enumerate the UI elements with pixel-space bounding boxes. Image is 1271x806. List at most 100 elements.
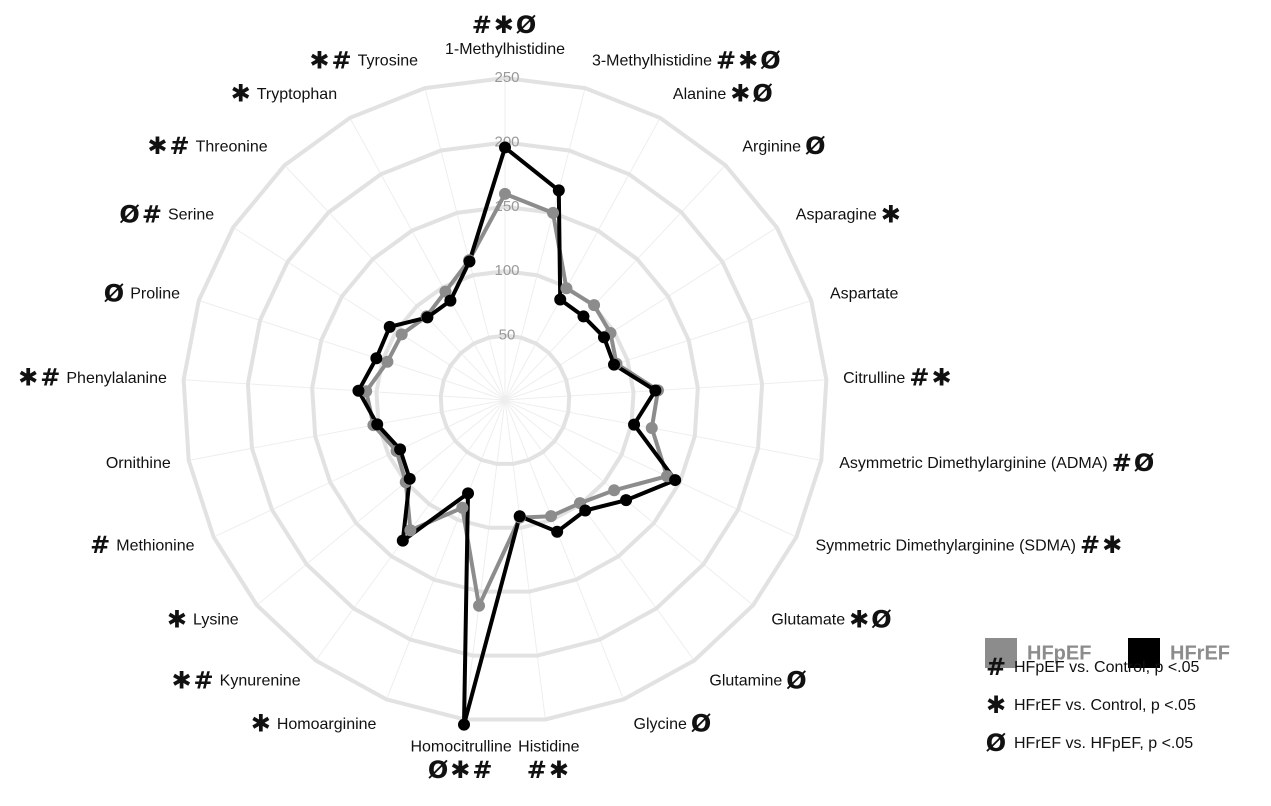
significance-marker: #Ø xyxy=(1112,449,1157,477)
r-tick-label: 100 xyxy=(494,262,519,279)
data-point xyxy=(577,310,590,323)
data-point xyxy=(608,484,621,497)
spoke xyxy=(198,300,506,401)
spoke xyxy=(504,399,822,461)
spoke xyxy=(385,399,506,700)
grid-ring xyxy=(181,75,829,722)
spoke xyxy=(504,399,625,700)
significance-marker: #✱Ø xyxy=(472,11,539,39)
data-point xyxy=(463,255,476,268)
data-point xyxy=(645,421,658,434)
category-label: Serine xyxy=(168,207,214,224)
significance-marker: ✱# xyxy=(171,666,215,694)
data-point xyxy=(608,358,621,371)
category-label: Ornithine xyxy=(106,455,171,472)
legend-symbol: # xyxy=(986,653,1006,681)
significance-marker: Ø xyxy=(691,710,713,738)
category-label: Kynurenine xyxy=(220,673,301,690)
data-point xyxy=(547,206,560,219)
significance-marker: #✱ xyxy=(1080,531,1124,559)
category-label: Asymmetric Dimethylarginine (ADMA) xyxy=(839,455,1108,472)
significance-marker: ✱ xyxy=(881,200,903,228)
spoke xyxy=(424,87,506,401)
r-tick-label: 250 xyxy=(494,69,519,86)
category-label: Lysine xyxy=(193,612,239,629)
data-point xyxy=(597,331,610,344)
data-point xyxy=(395,328,408,341)
data-point xyxy=(403,472,416,485)
spoke xyxy=(183,379,506,401)
data-point xyxy=(560,282,573,295)
category-label: Homocitrulline xyxy=(410,738,511,755)
category-label: Asparagine xyxy=(796,207,877,224)
spoke xyxy=(504,87,586,401)
data-point xyxy=(554,293,567,306)
spoke xyxy=(504,117,661,401)
data-point xyxy=(473,599,486,612)
data-point xyxy=(620,494,633,507)
category-label: Glycine xyxy=(634,716,687,733)
category-label: Homoarginine xyxy=(277,716,377,733)
data-point xyxy=(544,510,557,523)
data-point xyxy=(579,504,592,517)
spoke xyxy=(504,227,778,401)
category-label: Proline xyxy=(130,286,180,303)
spoke xyxy=(256,399,506,606)
data-point xyxy=(370,352,383,365)
data-point xyxy=(396,534,409,547)
grid-ring xyxy=(374,269,636,530)
series-line xyxy=(364,191,669,608)
data-point xyxy=(513,510,526,523)
legend-swatch xyxy=(1128,638,1160,668)
legend-swatch xyxy=(985,638,1017,668)
data-point xyxy=(552,184,565,197)
significance-marker: ✱# xyxy=(18,364,62,392)
significance-marker: ✱# xyxy=(309,46,353,74)
significance-marker: #✱Ø xyxy=(716,46,783,74)
significance-marker: ✱ xyxy=(231,80,253,108)
data-point xyxy=(628,418,641,431)
category-label: Phenylalanine xyxy=(66,370,167,387)
category-label: Glutamine xyxy=(709,673,782,690)
significance-marker: Ø xyxy=(786,666,808,694)
category-label: Tryptophan xyxy=(257,86,337,103)
data-point xyxy=(649,384,662,397)
significance-marker: Ø xyxy=(104,279,126,307)
spoke xyxy=(504,164,726,401)
r-tick-label: 50 xyxy=(499,327,516,344)
spoke xyxy=(504,399,797,538)
data-point xyxy=(383,320,396,333)
data-point xyxy=(499,141,511,154)
significance-marker: #✱ xyxy=(909,364,953,392)
category-label: Methionine xyxy=(116,537,194,554)
spoke xyxy=(188,399,506,461)
spoke xyxy=(464,399,506,720)
data-point xyxy=(404,524,417,537)
significance-marker: Ø✱# xyxy=(428,756,495,784)
legend-note: HFpEF vs. Control, p <.05 xyxy=(1014,659,1200,676)
category-label: Tyrosine xyxy=(358,53,419,70)
spoke xyxy=(232,227,506,401)
significance-marker: #✱ xyxy=(527,756,571,784)
data-point xyxy=(499,187,511,200)
data-point xyxy=(421,311,434,324)
category-label: 1-Methylhistidine xyxy=(445,41,565,58)
data-point xyxy=(381,355,394,368)
spoke xyxy=(504,300,812,401)
legend-note: HFrEF vs. Control, p <.05 xyxy=(1014,697,1196,714)
data-point xyxy=(457,718,470,731)
category-label: Aspartate xyxy=(830,286,899,303)
data-point xyxy=(439,285,452,298)
data-point xyxy=(394,443,407,456)
category-label: Arginine xyxy=(742,138,801,155)
spoke xyxy=(504,399,546,720)
data-point xyxy=(444,294,457,307)
spoke xyxy=(504,399,695,661)
spoke xyxy=(349,117,506,401)
grid-ring xyxy=(245,140,765,658)
spoke xyxy=(284,164,506,401)
data-point xyxy=(371,418,384,431)
significance-marker: ✱ xyxy=(251,710,273,738)
category-label: Glutamate xyxy=(771,612,845,629)
